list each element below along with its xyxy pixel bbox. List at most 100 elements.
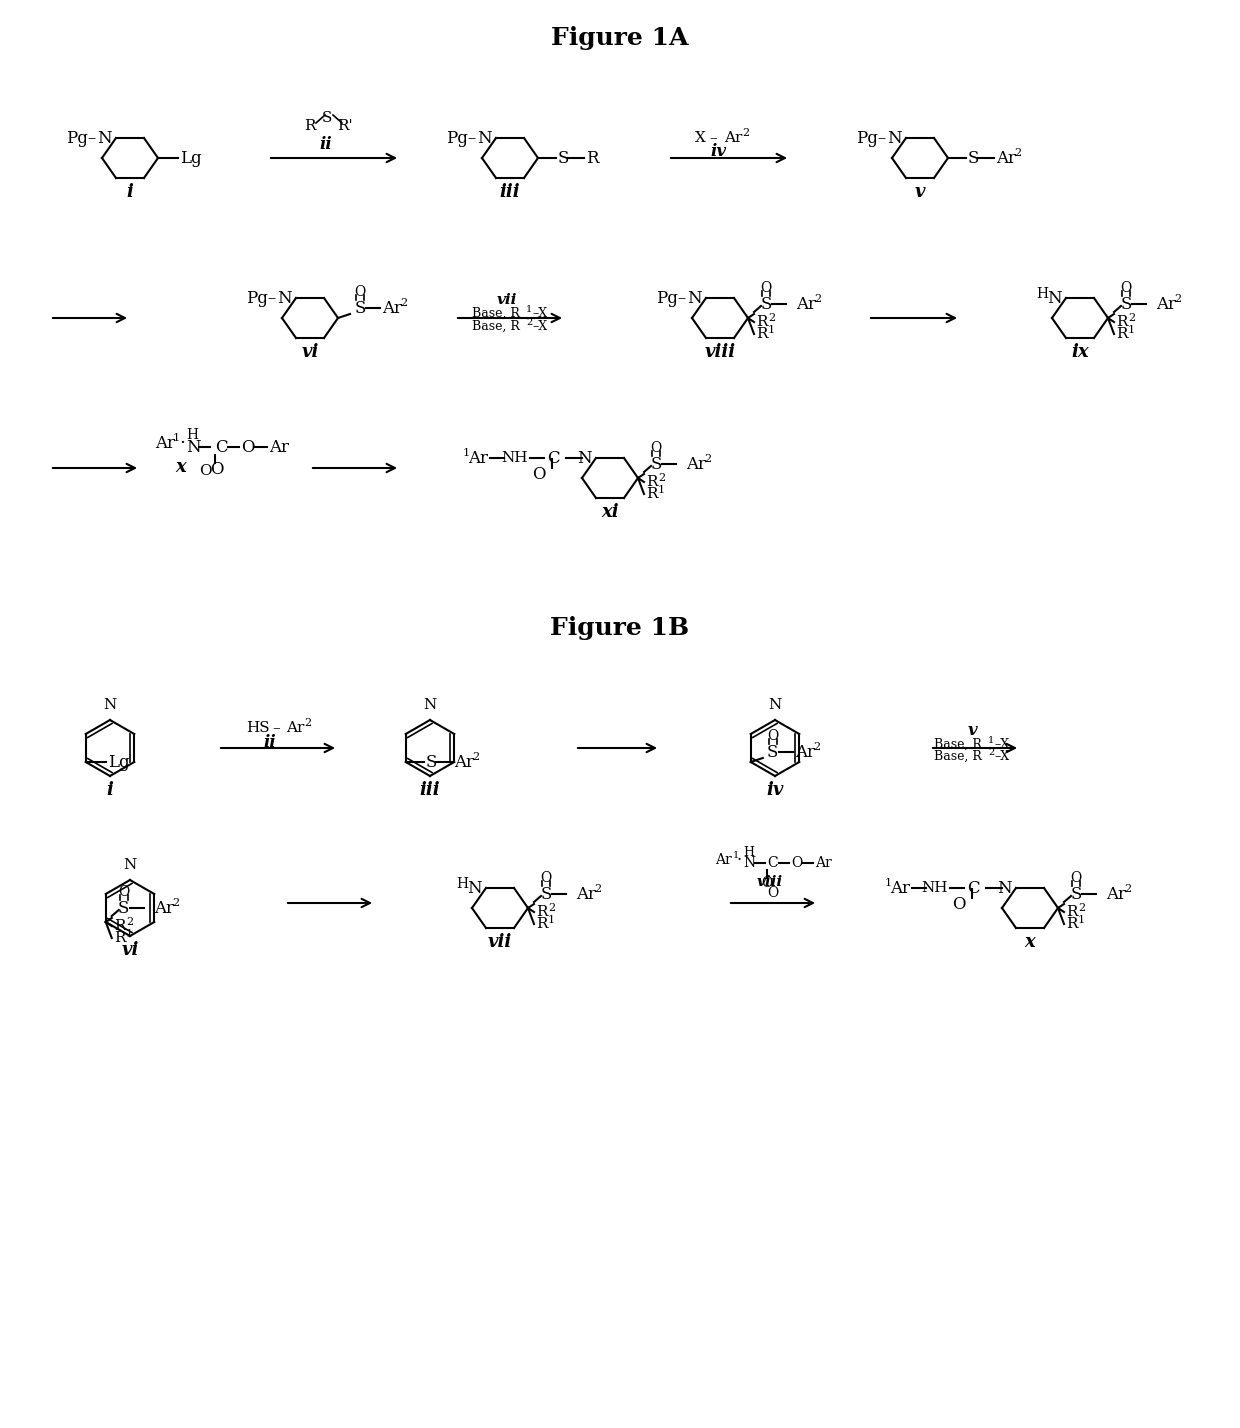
Text: O: O	[210, 460, 223, 477]
Text: O: O	[541, 871, 552, 885]
Text: 1: 1	[768, 326, 775, 336]
Text: S: S	[760, 296, 771, 313]
Text: C: C	[768, 855, 777, 870]
Text: Figure 1A: Figure 1A	[552, 26, 688, 50]
Text: N: N	[423, 698, 436, 713]
Text: H: H	[743, 845, 754, 858]
Text: vi: vi	[301, 343, 319, 361]
Text: S: S	[425, 754, 438, 771]
Text: ii: ii	[264, 734, 277, 751]
Text: 2: 2	[1128, 313, 1135, 323]
Text: Ar: Ar	[890, 880, 910, 897]
Text: 2: 2	[471, 753, 479, 763]
Text: 2: 2	[526, 317, 532, 327]
Text: S: S	[118, 900, 129, 917]
Text: –X: –X	[994, 750, 1009, 763]
Text: R: R	[587, 150, 599, 167]
Text: –X: –X	[532, 320, 547, 333]
Text: H: H	[186, 428, 198, 443]
Text: –: –	[273, 721, 280, 735]
Text: S: S	[768, 744, 779, 761]
Text: N: N	[467, 880, 482, 897]
Text: N: N	[743, 855, 755, 870]
Text: 1: 1	[463, 448, 470, 458]
Text: O: O	[241, 438, 254, 456]
Text: –X: –X	[994, 737, 1009, 751]
Text: R: R	[1066, 917, 1078, 931]
Text: O: O	[1070, 871, 1081, 885]
Text: Ar: Ar	[1156, 296, 1176, 313]
Text: i: i	[107, 781, 113, 800]
Text: R: R	[1066, 905, 1078, 920]
Text: R: R	[1116, 316, 1127, 328]
Text: S: S	[558, 150, 569, 167]
Text: Ar: Ar	[467, 450, 489, 467]
Text: Lg: Lg	[108, 754, 129, 771]
Text: R: R	[114, 920, 125, 932]
Text: 2: 2	[304, 718, 311, 728]
Text: R: R	[646, 487, 657, 501]
Text: N: N	[98, 130, 112, 147]
Text: O: O	[760, 281, 771, 296]
Text: 1: 1	[526, 304, 532, 314]
Text: O: O	[532, 466, 546, 483]
Text: viii: viii	[704, 343, 735, 361]
Text: 2: 2	[1078, 902, 1085, 912]
Text: 2: 2	[704, 454, 711, 464]
Text: H: H	[1035, 287, 1048, 301]
Text: Pg–: Pg–	[656, 290, 686, 307]
Text: iii: iii	[500, 183, 521, 201]
Text: Ar: Ar	[269, 438, 289, 456]
Text: 2: 2	[813, 294, 821, 304]
Text: N: N	[1048, 290, 1061, 307]
Text: Ar: Ar	[715, 853, 732, 867]
Text: 1: 1	[1078, 915, 1085, 925]
Text: N: N	[769, 698, 781, 713]
Text: Ar: Ar	[382, 300, 402, 317]
Text: O: O	[118, 885, 129, 900]
Text: S: S	[1070, 885, 1081, 902]
Text: Base, R: Base, R	[934, 737, 982, 751]
Text: v: v	[915, 183, 925, 201]
Text: 2: 2	[548, 902, 556, 912]
Text: 2: 2	[1123, 884, 1131, 894]
Text: x: x	[1024, 932, 1035, 951]
Text: Ar: Ar	[454, 754, 474, 771]
Text: R: R	[756, 316, 768, 328]
Text: O: O	[1121, 281, 1132, 296]
Text: ix: ix	[1071, 343, 1089, 361]
Text: vi: vi	[122, 941, 139, 960]
Text: H: H	[456, 877, 467, 891]
Text: Ar: Ar	[815, 855, 832, 870]
Text: 2: 2	[172, 898, 179, 908]
Text: R': R'	[337, 119, 353, 133]
Text: 2: 2	[988, 747, 994, 757]
Text: –: –	[709, 131, 717, 146]
Text: O: O	[355, 286, 366, 298]
Text: 1: 1	[658, 486, 665, 496]
Text: ·: ·	[737, 851, 743, 868]
Text: Pg–: Pg–	[445, 130, 476, 147]
Text: vii: vii	[497, 293, 517, 307]
Text: N: N	[997, 880, 1012, 897]
Text: NH: NH	[501, 451, 528, 466]
Text: ·: ·	[179, 434, 185, 453]
Text: 2: 2	[1014, 149, 1021, 159]
Text: O: O	[952, 895, 966, 912]
Text: N: N	[477, 130, 492, 147]
Text: 1: 1	[174, 433, 180, 443]
Text: O: O	[198, 464, 212, 478]
Text: N: N	[888, 130, 901, 147]
Text: NH: NH	[921, 881, 949, 895]
Text: 2: 2	[594, 884, 601, 894]
Text: Ar: Ar	[577, 885, 596, 902]
Text: Ar: Ar	[795, 744, 815, 761]
Text: Figure 1B: Figure 1B	[551, 615, 689, 640]
Text: R: R	[536, 905, 548, 920]
Text: Ar: Ar	[155, 434, 175, 451]
Text: O: O	[791, 855, 802, 870]
Text: N: N	[186, 438, 201, 456]
Text: vii: vii	[487, 932, 512, 951]
Text: S: S	[541, 885, 552, 902]
Text: Ar: Ar	[154, 900, 174, 917]
